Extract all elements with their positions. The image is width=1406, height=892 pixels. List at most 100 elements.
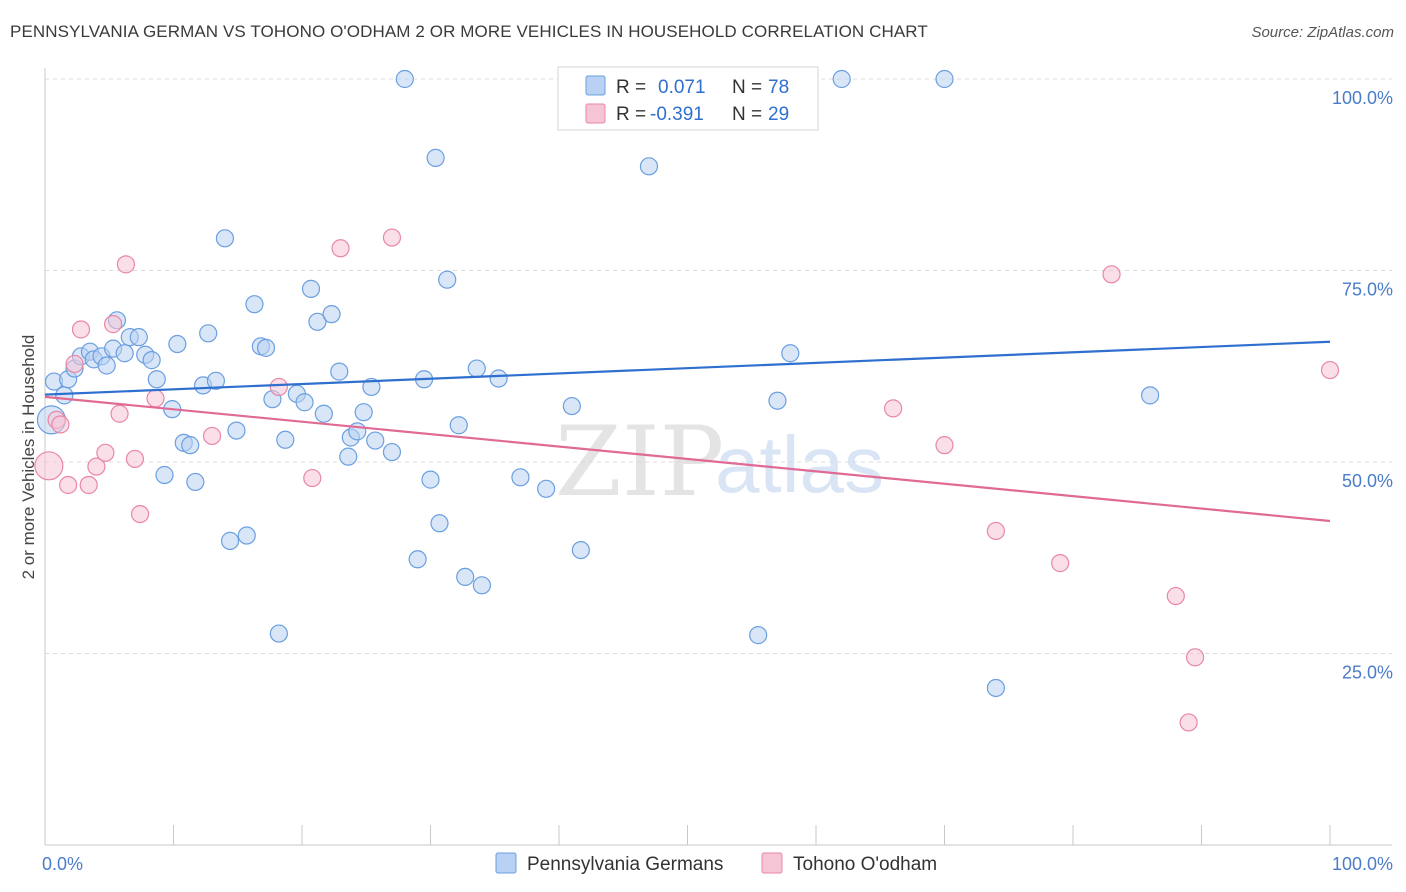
data-point — [472, 576, 491, 595]
data-point — [1185, 648, 1205, 667]
data-point — [168, 334, 187, 354]
data-point — [96, 443, 115, 462]
data-point — [87, 457, 106, 476]
data-point — [308, 312, 327, 331]
data-point — [883, 399, 903, 418]
data-point — [301, 279, 321, 298]
data-point — [1102, 265, 1121, 284]
legend-n-label: N = — [732, 104, 762, 125]
y-tick-label: 25.0% — [1342, 663, 1393, 683]
data-point — [130, 504, 150, 524]
series-legend-swatch-pink — [761, 852, 783, 874]
legend-r-label: R = — [616, 77, 646, 98]
chart-title: PENNSYLVANIA GERMAN VS TOHONO O'ODHAM 2 … — [10, 22, 928, 41]
data-point — [269, 377, 288, 397]
data-point — [146, 389, 165, 408]
data-point — [125, 449, 145, 469]
correlation-legend: R = 0.071 N = 78 R = -0.391 N = 29 — [557, 66, 819, 131]
data-point — [456, 567, 475, 587]
series-legend-label: Pennsylvania Germans — [527, 854, 723, 875]
data-point — [339, 447, 358, 466]
data-point — [34, 451, 64, 481]
data-point — [382, 442, 402, 462]
data-point — [97, 356, 116, 375]
data-point — [571, 540, 590, 560]
series-legend-label: Tohono O'odham — [793, 854, 937, 875]
series-tohono-oodham — [34, 228, 1340, 732]
data-point — [768, 391, 787, 410]
trend-line — [44, 340, 1331, 396]
data-point — [147, 370, 166, 389]
data-point — [155, 465, 174, 485]
data-point — [1320, 360, 1340, 380]
data-point — [935, 69, 954, 89]
tick-labels: 100.0% 75.0% 50.0% 25.0% 0.0% 100.0% — [42, 88, 1393, 874]
data-point — [1166, 586, 1185, 606]
data-point — [129, 328, 148, 347]
watermark: ZIP atlas — [555, 406, 884, 518]
legend-n-value: 78 — [768, 77, 789, 98]
data-point — [237, 526, 256, 545]
data-point — [935, 436, 954, 455]
data-point — [115, 344, 134, 363]
data-point — [79, 475, 98, 495]
data-point — [366, 431, 385, 450]
series-pennsylvania-germans — [36, 69, 1160, 698]
data-point — [227, 421, 246, 440]
data-point — [781, 344, 800, 363]
data-point — [749, 626, 768, 645]
data-point — [537, 479, 556, 498]
data-point — [199, 324, 218, 343]
data-point — [186, 472, 205, 492]
series-legend: Pennsylvania Germans Tohono O'odham — [495, 852, 937, 875]
legend-n-value: 29 — [768, 104, 789, 125]
data-point — [303, 468, 322, 488]
data-point — [330, 362, 349, 381]
data-point — [832, 69, 851, 89]
legend-r-value: -0.391 — [650, 104, 704, 125]
data-point — [354, 403, 373, 422]
data-point — [449, 416, 468, 435]
data-point — [562, 396, 581, 416]
data-point — [295, 393, 314, 412]
data-point — [142, 351, 161, 370]
data-point — [438, 270, 457, 289]
data-point — [322, 305, 341, 324]
data-point — [426, 148, 445, 167]
data-point — [71, 320, 91, 339]
data-point — [382, 228, 402, 247]
watermark-zip: ZIP — [555, 406, 724, 518]
data-point — [331, 239, 350, 258]
y-tick-label: 100.0% — [1332, 88, 1393, 108]
data-point — [421, 470, 440, 489]
data-point — [1179, 713, 1198, 732]
data-point — [511, 468, 530, 487]
data-point — [276, 430, 295, 449]
data-point — [314, 404, 333, 423]
data-point — [215, 229, 234, 248]
x-tick-label: 0.0% — [42, 854, 83, 874]
legend-swatch-pink — [585, 103, 606, 124]
data-point — [489, 369, 508, 388]
data-point — [245, 295, 264, 314]
data-point — [104, 315, 123, 334]
data-point — [181, 436, 200, 455]
data-point — [202, 426, 222, 446]
x-tick-label: 100.0% — [1332, 854, 1393, 874]
data-point — [65, 354, 84, 374]
data-point — [206, 371, 226, 390]
data-point — [362, 377, 381, 397]
data-point — [639, 157, 659, 176]
source-label: Source: ZipAtlas.com — [1251, 24, 1394, 41]
data-point — [408, 550, 427, 569]
trend-lines — [44, 340, 1331, 523]
data-point — [55, 386, 74, 405]
data-point — [220, 531, 240, 550]
data-point — [986, 678, 1006, 698]
y-tick-label: 50.0% — [1342, 471, 1393, 491]
data-point — [110, 404, 129, 423]
data-point — [256, 338, 276, 357]
data-point — [430, 514, 449, 533]
trend-line — [44, 395, 1331, 523]
